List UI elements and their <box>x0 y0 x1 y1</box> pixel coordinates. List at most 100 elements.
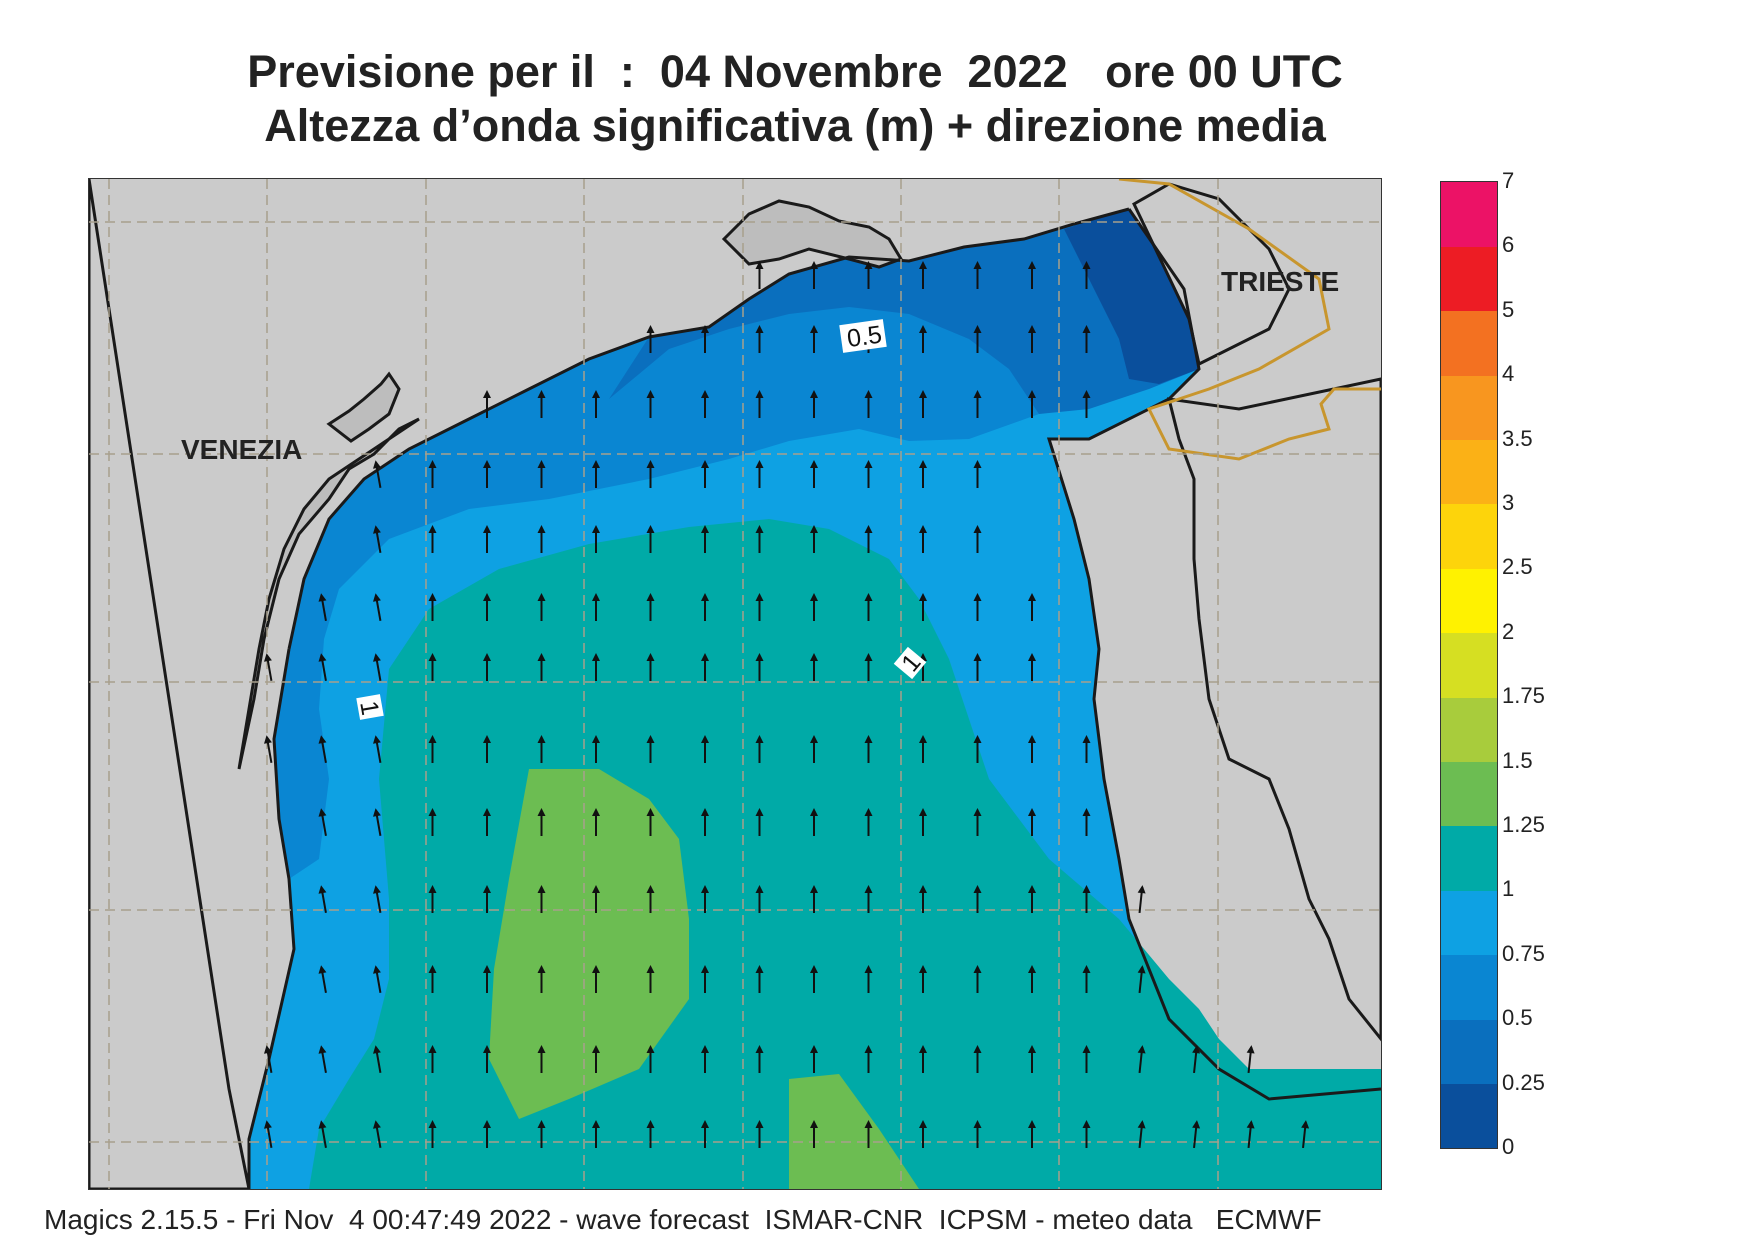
wave-direction-arrow <box>755 808 764 836</box>
wave-direction-arrow <box>1082 735 1091 763</box>
wave-direction-arrow <box>1082 965 1091 993</box>
wave-direction-arrow <box>701 325 709 353</box>
wave-direction-arrow <box>483 525 491 553</box>
wave-direction-arrow <box>592 1120 600 1148</box>
sea-band-0-0-25 <box>1064 209 1199 384</box>
wave-direction-arrow <box>483 593 491 621</box>
wave-direction-arrow <box>592 390 600 418</box>
wave-direction-arrow <box>755 261 764 289</box>
wave-direction-arrow <box>701 525 709 553</box>
wave-direction-arrow <box>701 735 709 763</box>
wave-direction-arrow <box>373 653 382 681</box>
wave-direction-arrow <box>1028 390 1036 418</box>
wave-direction-arrow <box>373 1120 382 1148</box>
contour-value-1-west: 1 <box>354 699 384 718</box>
wave-direction-arrow <box>919 390 927 418</box>
wave-direction-arrow <box>318 1120 327 1148</box>
wave-direction-arrow <box>373 525 382 553</box>
wave-direction-arrow <box>264 653 273 681</box>
wave-direction-arrow <box>1246 1045 1255 1074</box>
legend-tick-label: 1.25 <box>1502 812 1545 837</box>
sea-band-0-5-0-75 <box>274 209 1199 879</box>
wave-direction-arrow <box>1028 325 1036 353</box>
legend-tick-label: 6 <box>1502 232 1515 258</box>
wave-direction-arrow <box>701 965 709 993</box>
wave-direction-arrow <box>428 1045 437 1073</box>
wave-direction-arrow <box>1028 593 1036 621</box>
wave-direction-arrow <box>864 390 873 418</box>
coastline-west <box>247 648 296 1189</box>
legend-band <box>1441 761 1497 827</box>
land-venice-lagoon <box>237 417 420 770</box>
wave-direction-arrow <box>864 593 873 621</box>
legend-band <box>1441 310 1497 376</box>
wave-direction-arrow <box>810 261 818 289</box>
legend-band <box>1441 504 1497 569</box>
wave-direction-arrow <box>973 593 982 621</box>
legend-band <box>1441 439 1497 505</box>
wave-direction-arrow <box>1137 1045 1146 1074</box>
legend-band <box>1441 1083 1497 1149</box>
wave-direction-arrow <box>864 460 873 488</box>
wave-direction-arrow <box>646 460 655 488</box>
wave-direction-arrow <box>810 390 818 418</box>
wave-direction-arrow <box>537 593 546 621</box>
wave-direction-arrow <box>973 1120 982 1148</box>
wave-direction-arrow <box>973 325 982 353</box>
wave-direction-arrow <box>1028 261 1036 289</box>
wave-direction-arrows <box>264 261 1310 1149</box>
wave-direction-arrow <box>592 593 600 621</box>
wave-direction-arrow <box>483 460 491 488</box>
wave-direction-arrow <box>318 965 327 993</box>
wave-direction-arrow <box>318 653 327 681</box>
wave-direction-arrow <box>592 735 600 763</box>
legend-tick-label: 2 <box>1502 618 1515 644</box>
wave-direction-arrow <box>318 885 327 913</box>
legend-band <box>1441 954 1497 1020</box>
wave-direction-arrow <box>1028 653 1036 681</box>
wave-direction-arrow <box>592 885 600 913</box>
legend-tick-label: 1.5 <box>1502 747 1533 773</box>
wave-direction-arrow <box>1192 1045 1201 1074</box>
legend-tick-label: 4 <box>1502 361 1515 387</box>
wave-direction-arrow <box>646 593 655 621</box>
wave-direction-arrow <box>646 735 655 763</box>
wave-direction-arrow <box>483 1120 491 1148</box>
wave-direction-arrow <box>755 1045 764 1073</box>
wave-direction-arrow <box>864 1045 873 1073</box>
wave-direction-arrow <box>373 808 382 836</box>
contour-value-0-5: 0.5 <box>845 321 883 354</box>
coastline-east <box>1046 208 1381 1101</box>
wave-direction-arrow <box>483 808 491 836</box>
legend-band <box>1441 1019 1497 1085</box>
wave-direction-arrow <box>537 885 546 913</box>
wave-direction-arrow <box>318 593 327 621</box>
wave-direction-arrow <box>864 965 873 993</box>
land-istria <box>1167 377 1381 1042</box>
wave-map-canvas: 0.5 1 1 VENEZIA TRIESTE <box>89 179 1381 1189</box>
wave-direction-arrow <box>919 593 927 621</box>
wave-direction-arrow <box>755 653 764 681</box>
wave-direction-arrow <box>646 525 655 553</box>
wave-direction-arrow <box>1082 390 1091 418</box>
wave-direction-arrow <box>755 735 764 763</box>
sea-band-1-25-1-5-west <box>489 769 689 1119</box>
wave-direction-arrow <box>973 1045 982 1073</box>
wave-direction-arrow <box>1028 1045 1036 1073</box>
contour-label-0-5: 0.5 <box>839 319 887 354</box>
land-south-west <box>89 179 251 1189</box>
wave-direction-arrow <box>373 593 382 621</box>
wave-direction-arrow <box>810 735 818 763</box>
city-label-trieste: TRIESTE <box>1221 266 1339 297</box>
wave-direction-arrow <box>1137 965 1146 994</box>
wave-direction-arrow <box>537 735 546 763</box>
wave-direction-arrow <box>592 965 600 993</box>
wave-direction-arrow <box>373 735 382 763</box>
legend-band <box>1441 182 1497 247</box>
wave-direction-arrow <box>973 735 982 763</box>
wave-direction-arrow <box>864 808 873 836</box>
legend-band <box>1441 826 1497 891</box>
wave-direction-arrow <box>646 808 655 836</box>
land-venice-islands <box>326 371 401 443</box>
wave-direction-arrow <box>701 460 709 488</box>
